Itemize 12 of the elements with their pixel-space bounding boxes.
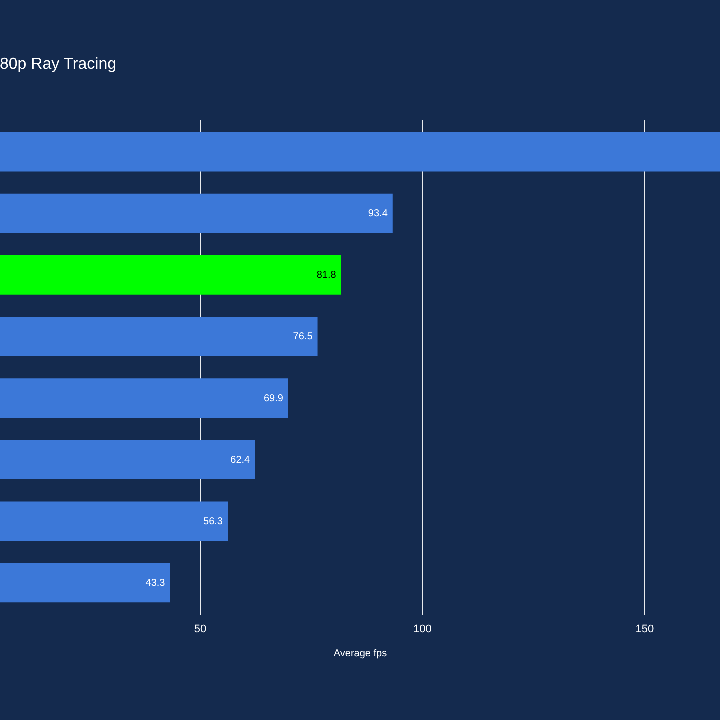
- data-label: 81.8: [316, 270, 337, 282]
- data-label: 43.3: [146, 578, 166, 589]
- x-tick-label: 50: [194, 624, 207, 636]
- chart-title: 80p Ray Tracing: [0, 56, 117, 73]
- x-tick-label: 100: [414, 624, 432, 636]
- data-label: 76.5: [293, 332, 314, 343]
- data-label: 69.9: [264, 393, 284, 404]
- x-axis-title: Average fps: [334, 648, 388, 660]
- data-label: 93.4: [368, 208, 388, 220]
- x-tick-label: 150: [636, 624, 654, 636]
- data-label: 56.3: [204, 516, 224, 528]
- data-label: 62.4: [230, 454, 251, 466]
